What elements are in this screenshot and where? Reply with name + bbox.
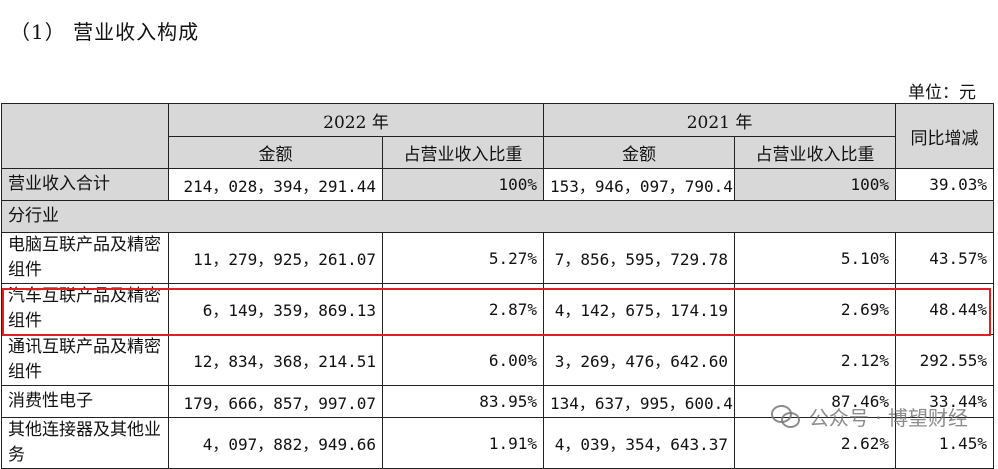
header-yoy: 同比增减 [895, 103, 995, 169]
share-2022: 5.27% [381, 232, 545, 284]
amount-2022: 12，834，368，214.51 [168, 334, 383, 386]
amount-2022: 11，279，925，261.07 [168, 232, 383, 284]
yoy-change: 48.44% [895, 283, 995, 335]
segment-header: 分行业 [0, 200, 995, 233]
share-2022: 2.87% [381, 283, 545, 335]
share-2021: 2.12% [734, 334, 897, 386]
share-2022: 6.00% [381, 334, 545, 386]
header-amount-2022: 金额 [168, 136, 383, 169]
amount-2022: 214，028，394，291.44 [168, 168, 383, 201]
revenue-table: 2022 年 2021 年 同比增减 金额 占营业收入比重 金额 占营业收入比重… [0, 103, 995, 469]
table-row: 其他连接器及其他业务 4，097，882，949.66 1.91% 4，039，… [1, 417, 995, 469]
amount-2021: 153，946，097，790.40 [543, 168, 736, 201]
amount-2021: 7，856，595，729.78 [543, 232, 736, 284]
table-row: 消费性电子 179，666，857，997.07 83.95% 134，637，… [1, 385, 995, 418]
wechat-icon [770, 404, 801, 429]
yoy-change: 39.03% [895, 168, 995, 201]
watermark-text: 公众号 · 博望财经 [808, 406, 968, 430]
amount-2022: 6，149，359，869.13 [168, 283, 383, 335]
section-title: （1） 营业收入构成 [10, 20, 200, 44]
corner-cell [1, 103, 169, 169]
header-share-2022: 占营业收入比重 [381, 136, 545, 169]
yoy-change: 33.44% [895, 385, 995, 418]
amount-2021: 3，269，476，642.60 [543, 334, 736, 386]
share-2021: 100% [734, 168, 897, 201]
share-2021: 2.69% [734, 283, 897, 335]
share-2021: 87.46% [734, 385, 897, 418]
share-2022: 100% [381, 168, 545, 201]
total-row: 营业收入合计 214，028，394，291.44 100% 153，946，0… [1, 168, 995, 201]
unit-label: 单位：元 [908, 83, 976, 103]
row-label: 电脑互联产品及精密组件 [1, 232, 169, 284]
amount-2021: 4，142，675，174.19 [543, 283, 736, 335]
row-label: 通讯互联产品及精密组件 [1, 334, 169, 386]
row-label: 消费性电子 [1, 385, 169, 418]
segment-header-row: 分行业 [0, 200, 995, 233]
yoy-change: 43.57% [895, 232, 995, 284]
header-2021: 2021 年 [543, 103, 897, 137]
header-amount-2021: 金额 [543, 136, 736, 169]
row-label: 汽车互联产品及精密组件 [1, 283, 169, 335]
table-row: 通讯互联产品及精密组件 12，834，368，214.51 6.00% 3，26… [1, 334, 995, 386]
share-2021: 2.62% [734, 417, 897, 469]
amount-2021: 4，039，354，643.37 [543, 417, 736, 469]
share-2021: 5.10% [734, 232, 897, 284]
yoy-change: 1.45% [895, 417, 995, 469]
yoy-change: 292.55% [895, 334, 995, 386]
table-row: 汽车互联产品及精密组件 6，149，359，869.13 2.87% 4，142… [1, 283, 995, 335]
row-label: 营业收入合计 [1, 168, 169, 201]
table-row: 电脑互联产品及精密组件 11，279，925，261.07 5.27% 7，85… [1, 232, 995, 284]
amount-2022: 179，666，857，997.07 [168, 385, 383, 418]
share-2022: 83.95% [381, 385, 545, 418]
amount-2021: 134，637，995，600.46 [543, 385, 736, 418]
row-label: 其他连接器及其他业务 [1, 417, 169, 469]
share-2022: 1.91% [381, 417, 545, 469]
watermark: 公众号 · 博望财经 [770, 402, 968, 431]
header-share-2021: 占营业收入比重 [734, 136, 897, 169]
header-2022: 2022 年 [167, 103, 545, 137]
amount-2022: 4，097，882，949.66 [168, 417, 383, 469]
